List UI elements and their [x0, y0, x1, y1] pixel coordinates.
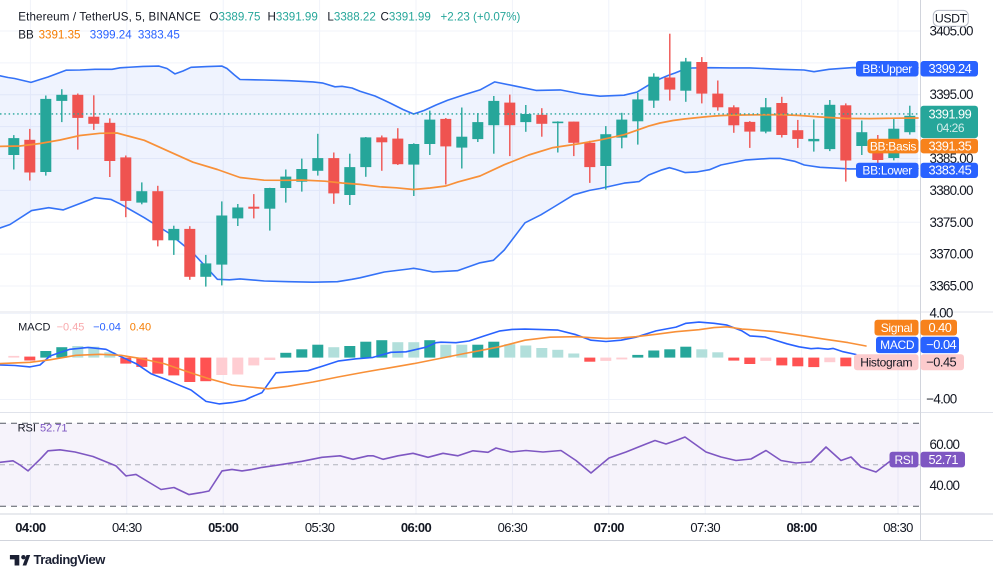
svg-text:3385.00: 3385.00	[930, 151, 973, 166]
svg-text:04:30: 04:30	[112, 520, 142, 535]
svg-text:−4.00: −4.00	[926, 392, 956, 407]
svg-text:3380.00: 3380.00	[930, 183, 973, 198]
svg-text:60.00: 60.00	[930, 437, 960, 452]
svg-text:Signal: Signal	[881, 321, 913, 335]
svg-text:+2.23 (+0.07%): +2.23 (+0.07%)	[441, 10, 521, 23]
svg-text:RSI: RSI	[894, 453, 913, 467]
svg-text:04:00: 04:00	[15, 520, 46, 535]
svg-text:3391.35: 3391.35	[39, 29, 81, 42]
svg-text:O: O	[209, 10, 218, 23]
svg-text:3391.99: 3391.99	[276, 10, 318, 23]
svg-text:TradingView: TradingView	[34, 552, 107, 567]
svg-text:08:30: 08:30	[883, 520, 913, 535]
svg-text:3391.99: 3391.99	[389, 10, 431, 23]
svg-text:3383.45: 3383.45	[929, 163, 972, 178]
svg-text:0.40: 0.40	[130, 322, 151, 334]
svg-text:BB:Lower: BB:Lower	[862, 164, 912, 178]
svg-text:USDT: USDT	[935, 11, 968, 25]
svg-text:H: H	[268, 10, 276, 23]
svg-text:04:26: 04:26	[937, 121, 965, 135]
svg-text:MACD: MACD	[880, 338, 915, 352]
svg-text:40.00: 40.00	[930, 478, 960, 493]
svg-text:−0.45: −0.45	[57, 322, 85, 334]
svg-text:C: C	[381, 10, 389, 23]
svg-text:RSI: RSI	[18, 423, 36, 435]
svg-text:BB:Basis: BB:Basis	[870, 139, 917, 153]
svg-text:08:00: 08:00	[786, 520, 817, 535]
svg-text:3399.24: 3399.24	[929, 61, 972, 76]
svg-text:3383.45: 3383.45	[138, 29, 180, 42]
svg-text:0.40: 0.40	[929, 320, 952, 335]
svg-text:05:30: 05:30	[305, 520, 335, 535]
svg-text:3391.99: 3391.99	[929, 106, 972, 121]
svg-text:05:00: 05:00	[208, 520, 239, 535]
svg-text:Ethereum / TetherUS, 5, BINANC: Ethereum / TetherUS, 5, BINANCE	[18, 10, 201, 23]
svg-text:07:00: 07:00	[594, 520, 625, 535]
svg-text:−0.04: −0.04	[93, 322, 121, 334]
svg-text:L: L	[327, 10, 334, 23]
svg-text:52.71: 52.71	[40, 423, 68, 435]
svg-text:MACD: MACD	[18, 322, 50, 334]
svg-text:3399.24: 3399.24	[90, 29, 132, 42]
svg-text:3389.75: 3389.75	[219, 10, 261, 23]
svg-text:Histogram: Histogram	[860, 356, 912, 370]
svg-text:06:00: 06:00	[401, 520, 432, 535]
svg-text:07:30: 07:30	[690, 520, 720, 535]
svg-text:−0.04: −0.04	[926, 337, 956, 352]
svg-text:BB: BB	[18, 29, 34, 42]
svg-text:3395.00: 3395.00	[930, 87, 973, 102]
svg-text:3370.00: 3370.00	[930, 247, 973, 262]
svg-text:3365.00: 3365.00	[930, 279, 973, 294]
svg-text:4.00: 4.00	[930, 306, 953, 321]
svg-text:BB:Upper: BB:Upper	[862, 62, 912, 76]
svg-text:3375.00: 3375.00	[930, 215, 973, 230]
svg-text:3388.22: 3388.22	[334, 10, 376, 23]
svg-text:3405.00: 3405.00	[930, 24, 973, 39]
svg-text:3391.35: 3391.35	[929, 138, 972, 153]
svg-text:−0.45: −0.45	[926, 355, 956, 370]
svg-text:06:30: 06:30	[498, 520, 528, 535]
svg-text:52.71: 52.71	[929, 452, 959, 467]
